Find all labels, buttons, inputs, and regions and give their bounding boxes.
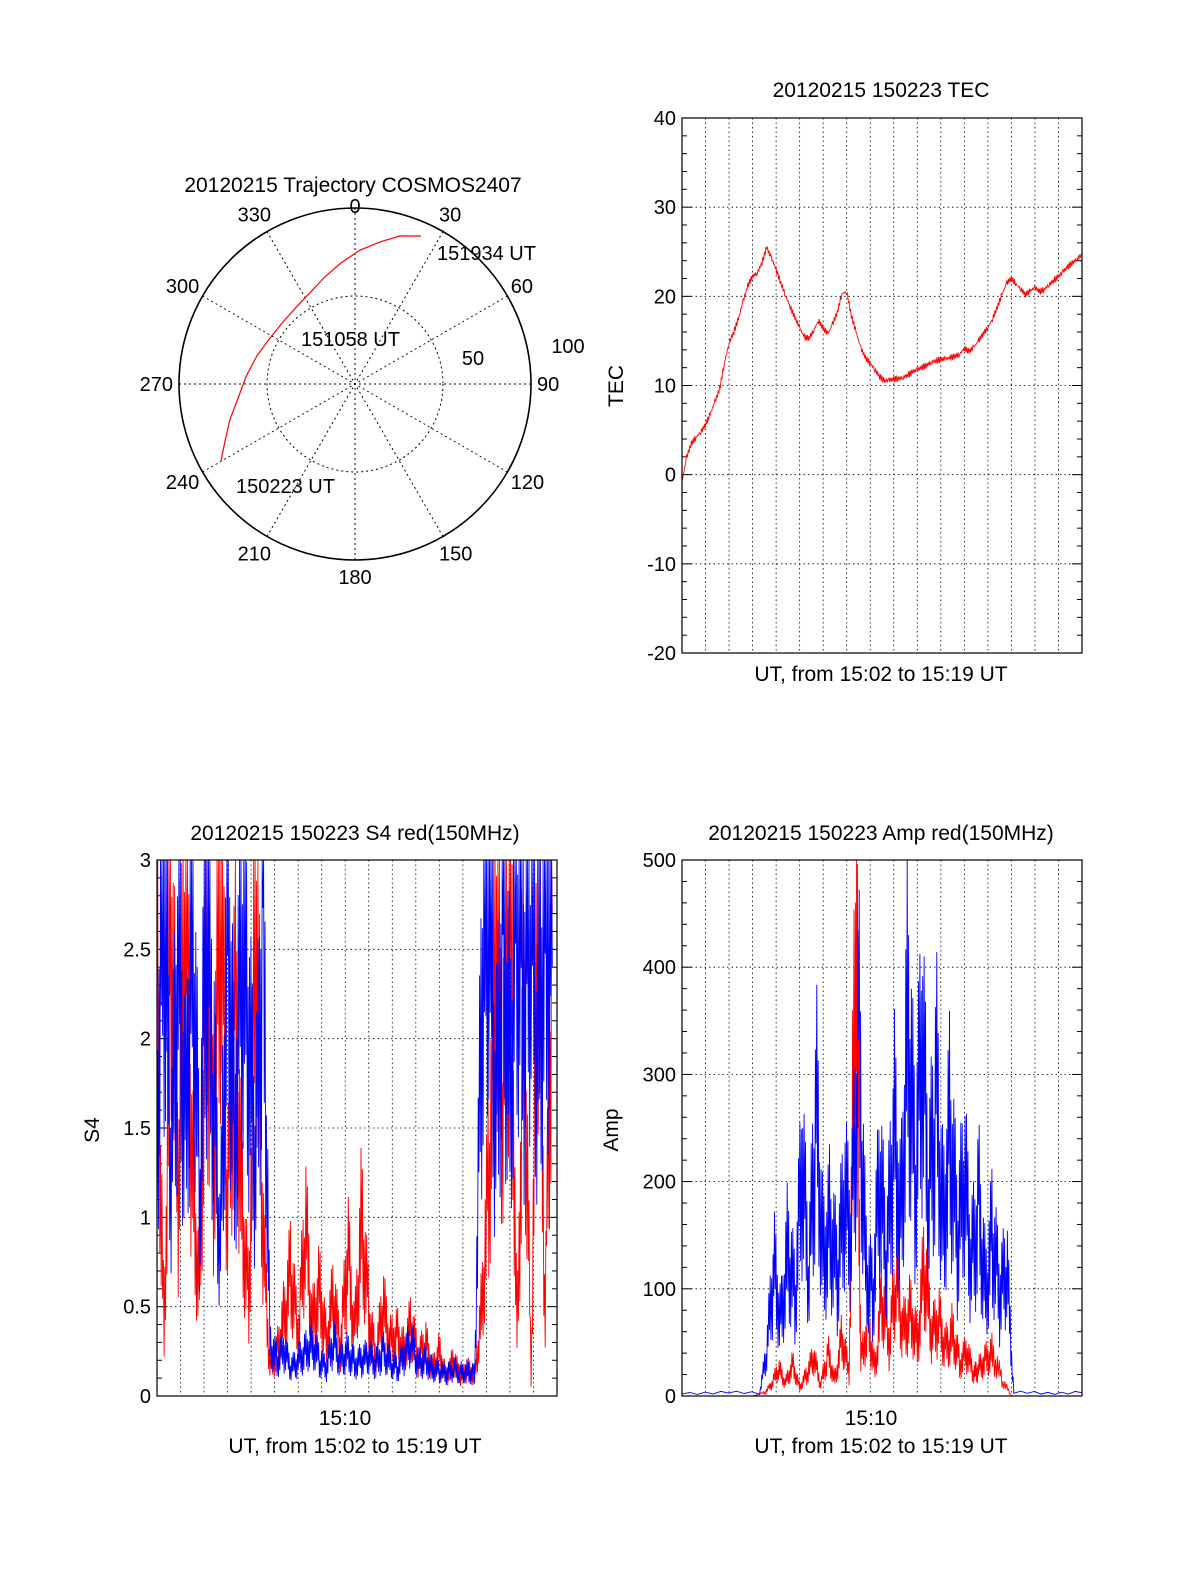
s4-xlabel: UT, from 15:02 to 15:19 UT	[228, 1435, 481, 1458]
polar-radial-label-50: 50	[462, 348, 484, 370]
polar-angle-label: 330	[238, 204, 271, 226]
amp-y-tick-label: 100	[643, 1279, 676, 1301]
tec-y-tick-label: 20	[654, 286, 676, 308]
polar-trajectory-chart: 20120215 Trajectory COSMOS2407 0 30 60 90 12…	[140, 174, 585, 589]
amp-y-tick-label: 200	[643, 1172, 676, 1194]
polar-outer-circle	[178, 207, 532, 561]
amp-chart: 20120215 150223 Amp red(150MHz) Amp 15:1…	[600, 822, 1083, 1458]
amp-ylabel: Amp	[600, 1108, 623, 1151]
s4-plot-frame	[156, 859, 558, 1397]
s4-y-tick-label: 3	[140, 850, 151, 872]
s4-series-line-1	[156, 859, 553, 1385]
amp-y-tick-label: 0	[665, 1386, 676, 1408]
amp-series-line-1	[681, 859, 1083, 1396]
tec-y-tick-label: 40	[654, 108, 676, 130]
s4-chart: 20120215 150223 S4 red(150MHz) S4 15:10 …	[81, 822, 558, 1458]
amp-title: 20120215 150223 Amp red(150MHz)	[708, 822, 1054, 845]
tec-chart: 20120215 150223 TEC TEC UT, from 15:02 t…	[605, 79, 1083, 686]
s4-y-tick-label: 0.5	[123, 1297, 151, 1319]
s4-y-tick-label: 1	[140, 1207, 151, 1229]
s4-title: 20120215 150223 S4 red(150MHz)	[190, 822, 519, 845]
trajectory-series-line	[220, 235, 421, 462]
tec-xlabel: UT, from 15:02 to 15:19 UT	[754, 663, 1007, 686]
amp-y-tick-label: 400	[643, 957, 676, 979]
amp-plot-frame	[681, 859, 1083, 1397]
polar-spoke	[266, 231, 444, 537]
polar-angle-label: 0	[349, 196, 360, 218]
polar-angle-labels: 0 30 60 90 120 150 180 210 240 270 300 330	[140, 196, 560, 589]
annotation-150223: 150223 UT	[236, 476, 335, 498]
polar-angle-label: 30	[439, 204, 461, 226]
polar-angle-label: 150	[439, 544, 472, 566]
tec-series-line-0	[681, 245, 1083, 482]
annotation-151934: 151934 UT	[437, 243, 536, 265]
tec-y-tick-label: 10	[654, 376, 676, 398]
amp-series-line-0	[682, 859, 1082, 1397]
polar-angle-label: 180	[338, 567, 371, 589]
s4-y-tick-label: 2	[140, 1029, 151, 1051]
polar-angle-label: 210	[238, 544, 271, 566]
s4-y-tick-label: 1.5	[123, 1118, 151, 1140]
tec-y-tick-label: 30	[654, 197, 676, 219]
s4-y-tick-label: 2.5	[123, 939, 151, 961]
amp-x-tick-label: 15:10	[845, 1407, 898, 1430]
tec-y-tick-label: -20	[647, 643, 676, 665]
polar-angle-label: 90	[537, 374, 559, 396]
s4-x-tick-label: 15:10	[319, 1407, 372, 1430]
polar-title: 20120215 Trajectory COSMOS2407	[184, 174, 521, 197]
polar-grid	[179, 208, 531, 560]
polar-inner-circle	[266, 295, 444, 473]
amp-xlabel: UT, from 15:02 to 15:19 UT	[754, 1435, 1007, 1458]
polar-angle-label: 270	[140, 374, 173, 396]
tec-y-tick-label: -10	[647, 554, 676, 576]
tec-y-tick-label: 0	[665, 465, 676, 487]
polar-angle-label: 240	[166, 472, 199, 494]
tec-ylabel: TEC	[605, 365, 628, 407]
tec-title: 20120215 150223 TEC	[773, 79, 990, 102]
amp-y-tick-label: 500	[643, 850, 676, 872]
polar-angle-label: 300	[166, 276, 199, 298]
s4-y-tick-label: 0	[140, 1386, 151, 1408]
s4-ylabel: S4	[81, 1117, 104, 1143]
tec-plot-frame	[681, 117, 1083, 654]
annotation-151058: 151058 UT	[301, 329, 400, 351]
polar-angle-label: 120	[511, 472, 544, 494]
polar-radial-label-100: 100	[551, 336, 584, 358]
s4-series-line-0	[156, 859, 553, 1387]
amp-y-tick-label: 300	[643, 1064, 676, 1086]
polar-angle-label: 60	[511, 276, 533, 298]
